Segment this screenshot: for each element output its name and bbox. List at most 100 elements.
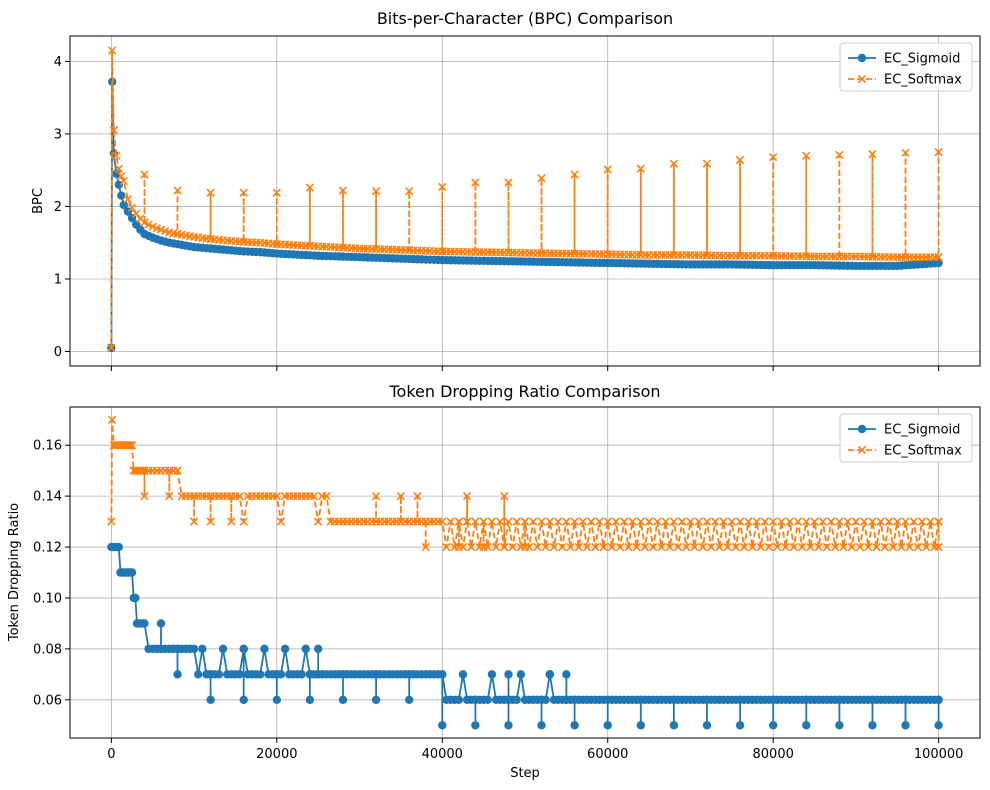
token-dropping-point-EC_Softmax: [715, 542, 724, 552]
token-dropping-point-EC_Sigmoid: [239, 644, 248, 654]
token-dropping-point-EC_Softmax: [934, 517, 943, 526]
bpc-chart: Bits-per-Character (BPC) Comparison 0 1 2 3…: [31, 9, 981, 371]
token-dropping-point-EC_Softmax: [189, 517, 199, 526]
token-dropping-point-EC_Sigmoid: [458, 670, 468, 679]
token-dropping-xtick-label: 0: [107, 747, 115, 762]
token-dropping-point-EC_Softmax: [893, 517, 902, 526]
token-dropping-point-EC_Softmax: [831, 542, 840, 552]
bpc-point-EC_Sigmoid: [114, 180, 124, 189]
token-dropping-point-EC_Softmax: [467, 542, 476, 552]
token-dropping-point-EC_Softmax: [649, 542, 658, 552]
token-dropping-ytick-label: 0.16: [33, 439, 62, 454]
token-dropping-point-EC_Sigmoid: [562, 670, 571, 679]
token-dropping-point-EC_Softmax: [471, 517, 480, 526]
token-dropping-point-EC_Sigmoid: [669, 721, 679, 730]
token-dropping-point-EC_Softmax: [822, 542, 832, 552]
token-dropping-point-EC_Sigmoid: [504, 721, 513, 730]
token-dropping-point-EC_Sigmoid: [280, 644, 290, 654]
token-dropping-legend: EC_Sigmoid EC_Softmax: [839, 413, 973, 463]
token-dropping-point-EC_Softmax: [789, 542, 799, 552]
token-dropping-point-EC_Sigmoid: [471, 721, 480, 730]
token-dropping-point-EC_Softmax: [483, 542, 492, 552]
token-dropping-point-EC_Sigmoid: [404, 695, 414, 705]
token-dropping-legend-box: [839, 413, 973, 463]
token-dropping-point-EC_Softmax: [462, 517, 472, 526]
token-dropping-point-EC_Sigmoid: [537, 721, 546, 730]
token-dropping-point-EC_Softmax: [239, 517, 248, 526]
token-dropping-point-EC_Softmax: [615, 542, 625, 552]
bpc-point-EC_Softmax: [112, 151, 121, 160]
token-dropping-point-EC_Softmax: [760, 517, 770, 526]
token-dropping-point-EC_Sigmoid: [735, 721, 745, 730]
token-dropping-xtick-label: 80000: [753, 747, 794, 762]
token-dropping-point-EC_Sigmoid: [198, 644, 207, 654]
token-dropping-point-EC_Sigmoid: [934, 695, 943, 705]
bpc-plot-frame: [69, 35, 981, 367]
token-dropping-point-EC_Softmax: [396, 491, 406, 501]
token-dropping-point-EC_Softmax: [545, 517, 554, 526]
token-dropping-point-EC_Softmax: [533, 542, 542, 552]
token-dropping-point-EC_Softmax: [835, 517, 844, 526]
token-dropping-point-EC_Sigmoid: [173, 670, 182, 679]
token-dropping-point-EC_Sigmoid: [512, 695, 521, 705]
token-dropping-point-EC_Softmax: [868, 517, 877, 526]
token-dropping-x-axis-label: Step: [510, 766, 540, 781]
token-dropping-point-EC_Softmax: [752, 517, 761, 526]
token-dropping-point-EC_Softmax: [371, 491, 381, 501]
token-dropping-point-EC_Softmax: [723, 542, 732, 552]
bpc-point-EC_Softmax: [144, 220, 153, 229]
token-dropping-point-EC_Softmax: [847, 542, 856, 552]
token-dropping-point-EC_Softmax: [500, 491, 509, 501]
token-dropping-point-EC_Sigmoid: [305, 695, 315, 705]
bpc-point-EC_Softmax: [114, 164, 123, 173]
bpc-point-EC_Softmax: [123, 195, 133, 204]
bpc-point-EC_Softmax: [109, 126, 119, 135]
token-dropping-point-EC_Softmax: [756, 542, 765, 552]
token-dropping-point-EC_Softmax: [235, 491, 244, 501]
token-dropping-point-EC_Softmax: [806, 542, 815, 552]
token-dropping-point-EC_Softmax: [860, 517, 869, 526]
token-dropping-point-EC_Softmax: [603, 517, 612, 526]
token-dropping-point-EC_Softmax: [864, 542, 873, 552]
token-dropping-point-EC_Sigmoid: [156, 619, 166, 628]
token-dropping-point-EC_Softmax: [520, 517, 530, 526]
bpc-point-EC_Softmax: [769, 152, 778, 162]
token-dropping-chart-title: Token Dropping Ratio Comparison: [388, 382, 660, 401]
bpc-point-EC_Softmax: [305, 183, 315, 192]
bpc-point-EC_Softmax: [206, 188, 215, 197]
bpc-point-EC_Softmax: [636, 164, 645, 173]
bpc-point-EC_Sigmoid: [934, 258, 943, 268]
token-dropping-point-EC_Softmax: [124, 441, 133, 450]
token-dropping-ytick-label: 0.06: [33, 693, 62, 708]
token-dropping-point-EC_Softmax: [913, 542, 923, 552]
token-dropping-point-EC_Softmax: [595, 517, 604, 526]
bpc-point-EC_Softmax: [108, 46, 117, 55]
token-dropping-point-EC_Sigmoid: [570, 721, 579, 730]
token-dropping-point-EC_Sigmoid: [454, 695, 464, 705]
token-dropping-point-EC_Softmax: [165, 491, 174, 501]
bpc-legend-label: EC_Sigmoid: [884, 52, 960, 67]
token-dropping-point-EC_Sigmoid: [239, 695, 248, 705]
bpc-point-EC_Softmax: [140, 218, 149, 227]
token-dropping-point-EC_Sigmoid: [338, 695, 348, 705]
bpc-ytick-label: 2: [54, 200, 62, 215]
token-dropping-point-EC_Softmax: [438, 517, 447, 526]
token-dropping-point-EC_Softmax: [491, 542, 501, 552]
token-dropping-point-EC_Sigmoid: [487, 670, 497, 679]
token-dropping-point-EC_Softmax: [731, 542, 741, 552]
token-dropping-point-EC_Softmax: [314, 517, 323, 526]
token-dropping-point-EC_Softmax: [810, 517, 819, 526]
token-dropping-ytick-label: 0.14: [33, 490, 62, 505]
bpc-point-EC_Softmax: [669, 159, 679, 168]
token-dropping-point-EC_Softmax: [173, 466, 182, 475]
bpc-point-EC_Softmax: [117, 171, 126, 181]
token-dropping-point-EC_Softmax: [272, 491, 281, 501]
bpc-point-EC_Softmax: [603, 165, 612, 174]
bpc-point-EC_Softmax: [901, 148, 910, 157]
token-dropping-series-EC_Softmax: [107, 415, 943, 552]
token-dropping-point-EC_Softmax: [686, 517, 695, 526]
token-dropping-point-EC_Softmax: [479, 517, 488, 526]
token-dropping-point-EC_Sigmoid: [235, 670, 244, 679]
token-dropping-point-EC_Softmax: [698, 542, 708, 552]
token-dropping-point-EC_Sigmoid: [516, 670, 526, 679]
